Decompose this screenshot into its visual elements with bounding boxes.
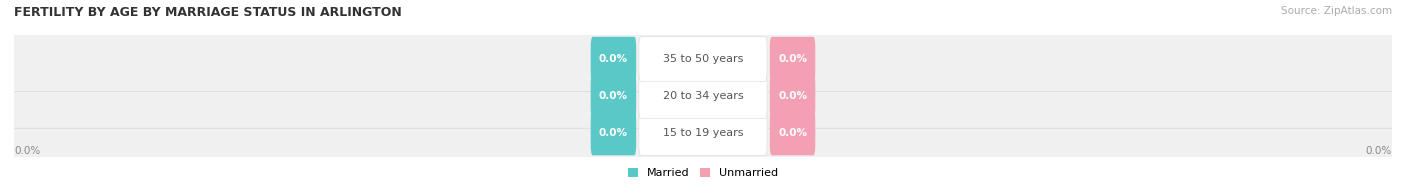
FancyBboxPatch shape: [638, 110, 768, 155]
FancyBboxPatch shape: [770, 74, 815, 119]
Text: 0.0%: 0.0%: [778, 54, 807, 64]
FancyBboxPatch shape: [770, 37, 815, 82]
FancyBboxPatch shape: [770, 110, 815, 155]
Legend: Married, Unmarried: Married, Unmarried: [627, 168, 779, 178]
Text: 0.0%: 0.0%: [1365, 146, 1392, 156]
Text: 0.0%: 0.0%: [599, 128, 628, 138]
FancyBboxPatch shape: [591, 74, 636, 119]
Text: 35 to 50 years: 35 to 50 years: [662, 54, 744, 64]
Text: FERTILITY BY AGE BY MARRIAGE STATUS IN ARLINGTON: FERTILITY BY AGE BY MARRIAGE STATUS IN A…: [14, 6, 402, 19]
Text: 15 to 19 years: 15 to 19 years: [662, 128, 744, 138]
Text: 0.0%: 0.0%: [14, 146, 41, 156]
Text: 0.0%: 0.0%: [599, 91, 628, 101]
FancyBboxPatch shape: [638, 37, 768, 82]
FancyBboxPatch shape: [11, 101, 1395, 165]
FancyBboxPatch shape: [591, 110, 636, 155]
FancyBboxPatch shape: [638, 74, 768, 119]
FancyBboxPatch shape: [591, 37, 636, 82]
FancyBboxPatch shape: [11, 64, 1395, 128]
Text: 20 to 34 years: 20 to 34 years: [662, 91, 744, 101]
Text: Source: ZipAtlas.com: Source: ZipAtlas.com: [1281, 6, 1392, 16]
Text: 0.0%: 0.0%: [599, 54, 628, 64]
FancyBboxPatch shape: [11, 27, 1395, 92]
Text: 0.0%: 0.0%: [778, 128, 807, 138]
Text: 0.0%: 0.0%: [778, 91, 807, 101]
